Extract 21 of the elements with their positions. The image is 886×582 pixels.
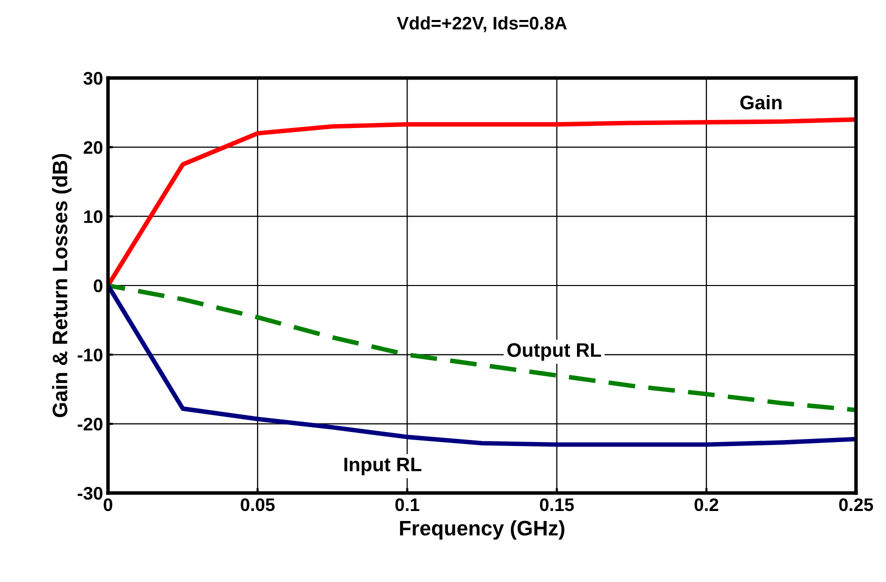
y-tick-label: 10: [84, 210, 102, 224]
y-tick-label: -20: [78, 418, 102, 431]
x-tick-label: 0.2: [694, 498, 718, 512]
line-series: [108, 283, 856, 447]
y-tick-label: 0: [94, 279, 102, 292]
chart-title: Vdd=+22V, Ids=0.8A: [396, 16, 567, 32]
y-tick-label: -10: [78, 348, 102, 362]
y-axis-title: Gain & Return Losses (dB): [52, 154, 72, 418]
x-tick-label: 0.05: [240, 498, 275, 512]
x-tick-label: 0.15: [540, 498, 574, 512]
y-tick-label: 20: [84, 141, 102, 154]
x-axis-title: Frequency (GHz): [400, 520, 564, 540]
series-label: Input RL: [344, 458, 422, 476]
x-tick-label: 0.25: [839, 498, 874, 512]
y-tick-label: 30: [83, 72, 102, 85]
x-tick-label: 0.1: [395, 498, 420, 512]
y-tick-label: -30: [78, 486, 102, 500]
series-label: Output RL: [507, 343, 602, 361]
line-series: [108, 283, 856, 412]
series-label: Gain: [740, 95, 782, 110]
x-tick-label: 0: [104, 498, 112, 512]
